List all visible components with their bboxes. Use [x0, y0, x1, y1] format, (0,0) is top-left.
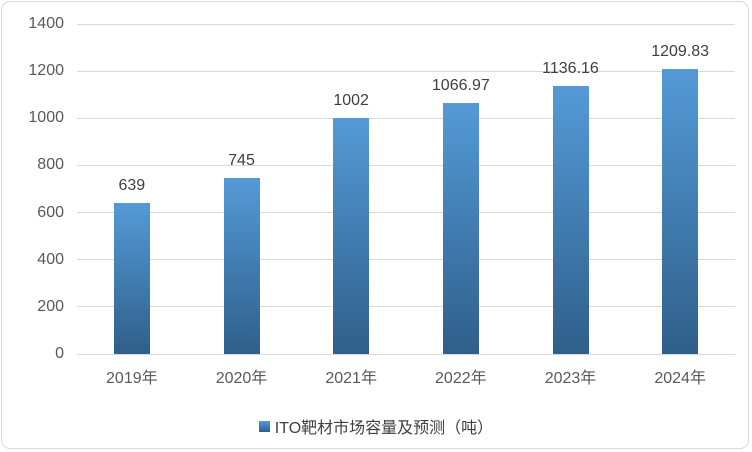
- bar: [442, 102, 479, 354]
- gridline: [77, 23, 735, 25]
- plot-area: 639 745 1002 1066.97 1136.16 1209.83: [77, 23, 735, 355]
- gridline: [77, 70, 735, 72]
- gridline: [77, 117, 735, 119]
- bar-value-label: 1209.83: [651, 42, 710, 60]
- gridline: [77, 306, 735, 308]
- y-axis-label: 1400: [28, 15, 64, 32]
- legend-marker-icon: [258, 420, 270, 432]
- y-axis-label: 0: [55, 345, 64, 362]
- x-axis-label: 2022年: [435, 370, 487, 387]
- x-axis-label: 2024年: [654, 370, 706, 387]
- legend: ITO靶材市场容量及预测（吨）: [2, 414, 748, 438]
- gridline: [77, 353, 735, 355]
- bar: [113, 203, 150, 354]
- bar: [223, 178, 260, 354]
- y-axis-label: 1000: [28, 109, 64, 127]
- x-axis-label: 2021年: [325, 370, 377, 387]
- y-axis-label: 1200: [28, 62, 64, 80]
- y-axis-label: 800: [37, 156, 64, 174]
- bar-value-label: 745: [228, 152, 255, 170]
- gridline: [77, 259, 735, 261]
- gridline: [77, 164, 735, 166]
- legend-label: ITO靶材市场容量及预测（吨）: [274, 420, 494, 437]
- x-axis-label: 2019年: [106, 370, 158, 387]
- gridline: [77, 212, 735, 214]
- bar-value-label: 1136.16: [542, 60, 599, 78]
- x-axis-label: 2020年: [215, 370, 268, 387]
- x-axis-label: 2023年: [544, 370, 597, 387]
- bar: [662, 68, 699, 354]
- y-axis-label: 600: [37, 203, 64, 221]
- bar: [552, 86, 589, 354]
- y-axis-label: 200: [37, 297, 64, 315]
- bar-value-label: 1066.97: [431, 76, 490, 94]
- bar: [333, 117, 370, 354]
- bar-value-label: 639: [118, 177, 146, 195]
- y-axis-label: 400: [37, 250, 64, 268]
- bar-value-label: 1002: [333, 91, 369, 109]
